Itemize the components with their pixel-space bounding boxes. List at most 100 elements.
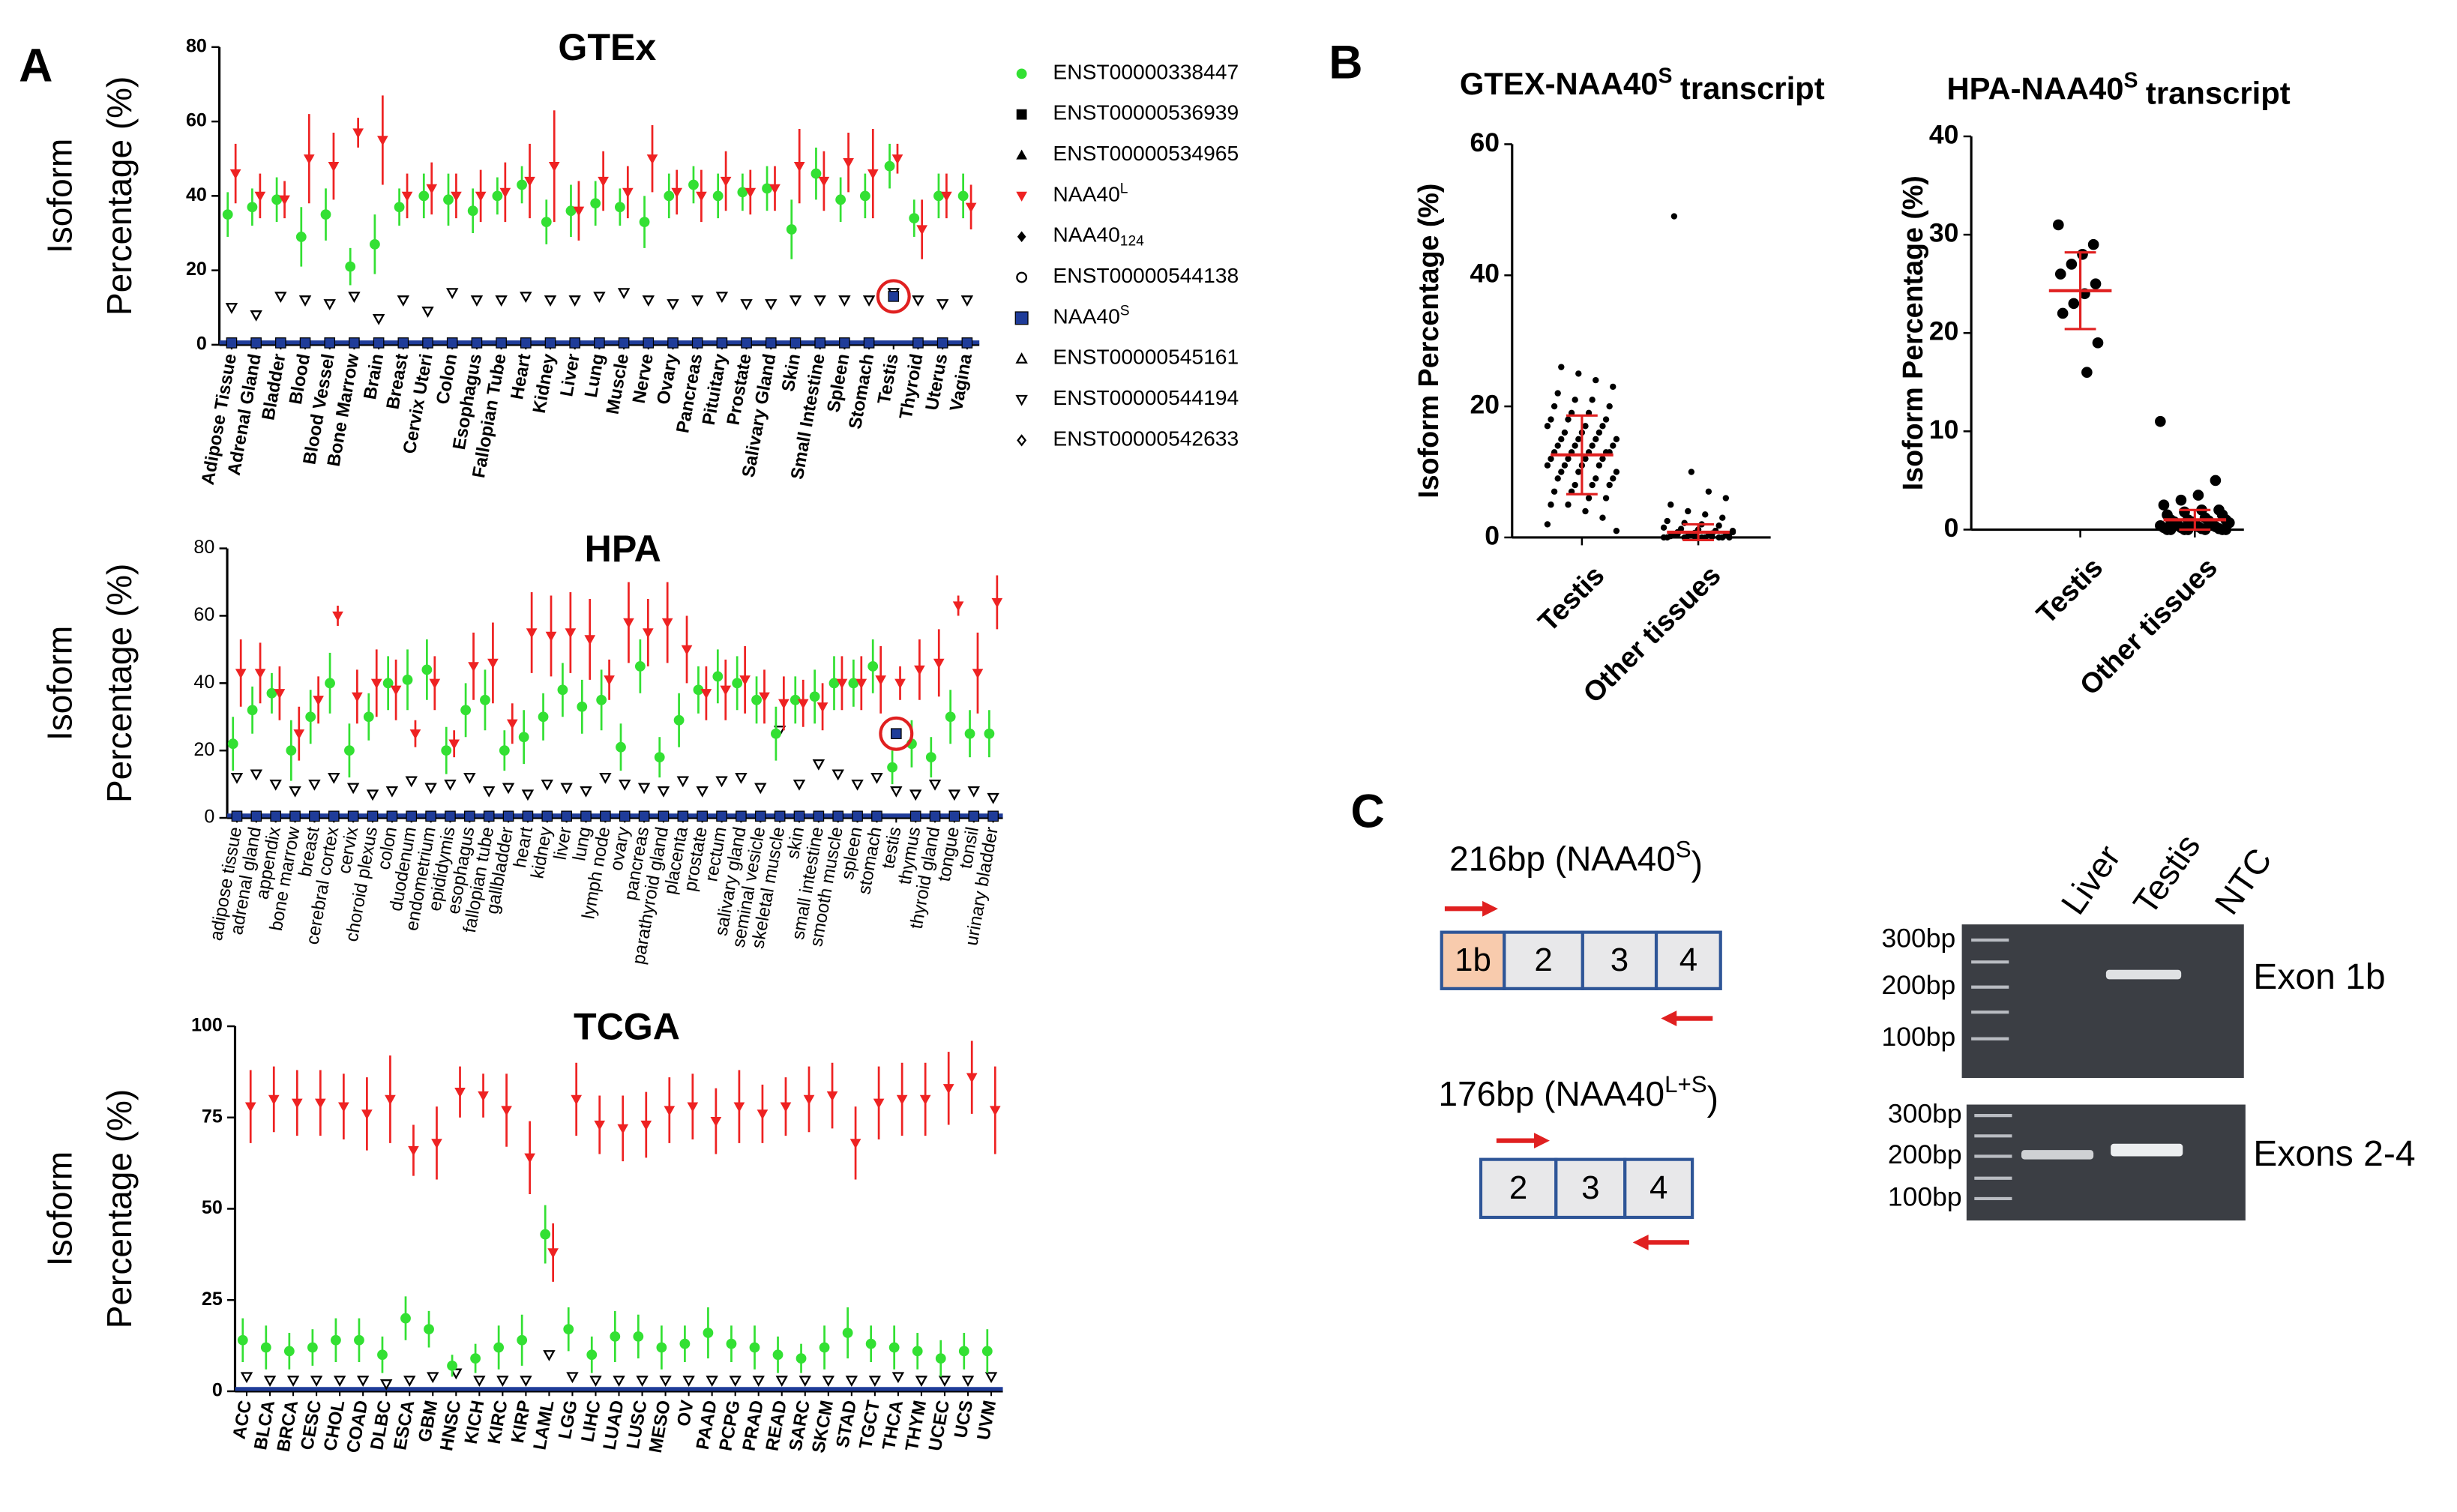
data-point <box>604 675 615 686</box>
data-point <box>286 1376 300 1387</box>
data-point <box>754 810 766 822</box>
data-point <box>700 689 712 699</box>
data-point <box>740 299 753 310</box>
data-point <box>492 190 503 202</box>
supscript: S <box>2124 68 2138 92</box>
data-point <box>991 597 1003 609</box>
data-point <box>444 779 457 791</box>
data-point <box>2158 499 2170 511</box>
legend-label: ENST00000544194 <box>1053 385 1239 409</box>
data-point <box>739 675 751 686</box>
data-point <box>227 738 238 750</box>
data-point <box>424 783 437 795</box>
data-point <box>470 1353 481 1364</box>
ladder-label: 300bp <box>1888 1099 1962 1129</box>
data-point <box>617 1124 629 1134</box>
data-point <box>451 191 462 202</box>
data-point <box>852 810 863 822</box>
data-point <box>859 190 870 202</box>
data-point <box>521 789 535 801</box>
data-point <box>422 337 433 349</box>
data-point <box>1544 521 1551 528</box>
data-point <box>305 711 316 723</box>
y-tick-label: 0 <box>212 1380 223 1401</box>
legend-label: ENST00000544138 <box>1053 263 1239 287</box>
data-point <box>1561 462 1569 469</box>
data-point <box>682 1376 695 1387</box>
y-axis-label: Isoform Percentage (%) <box>1413 184 1444 499</box>
data-point <box>406 810 418 822</box>
data-point <box>1593 436 1599 442</box>
data-point <box>1691 533 1698 540</box>
data-point <box>862 295 876 307</box>
ladder-bands <box>1971 938 2012 1200</box>
data-point <box>495 295 508 307</box>
data-point <box>577 701 588 712</box>
data-point <box>778 699 790 709</box>
data-point <box>617 288 631 300</box>
data-point <box>590 198 601 209</box>
text-part: ) <box>1707 1079 1718 1118</box>
data-point <box>418 190 430 202</box>
text-part: NAA40 <box>1053 223 1119 247</box>
y-tick-label: 60 <box>193 604 214 625</box>
data-point <box>499 745 510 756</box>
marker <box>1016 191 1027 202</box>
data-point <box>964 728 975 739</box>
data-point <box>691 295 704 307</box>
data-point <box>966 1073 978 1083</box>
data-point <box>671 187 683 198</box>
y-tick-label: 75 <box>202 1106 223 1127</box>
data-point <box>765 299 778 310</box>
data-point <box>935 1353 946 1364</box>
data-point <box>443 194 454 205</box>
x-tick-label: OV <box>673 1399 698 1428</box>
data-point <box>524 176 535 187</box>
series <box>231 728 999 822</box>
data-point <box>868 1376 882 1387</box>
text-part: ENST00000338447 <box>1053 60 1239 84</box>
exon-label: 4 <box>1649 1169 1667 1206</box>
data-point <box>429 678 441 689</box>
data-point <box>618 337 630 349</box>
data-point <box>593 292 606 304</box>
data-point <box>751 694 762 705</box>
data-point <box>235 669 247 679</box>
data-point <box>637 783 651 795</box>
data-point <box>813 810 825 822</box>
y-tick-label: 10 <box>1929 415 1959 445</box>
data-point <box>313 696 324 706</box>
data-point <box>789 295 802 307</box>
data-point <box>936 299 949 310</box>
data-point <box>226 337 238 349</box>
data-point <box>1548 416 1554 423</box>
data-point <box>269 779 282 791</box>
data-point <box>677 810 689 822</box>
primer-arrowhead <box>1661 1010 1677 1027</box>
y-tick-label: 40 <box>193 672 214 693</box>
data-point <box>563 1324 574 1335</box>
data-point <box>408 1145 419 1157</box>
highlight-ring <box>879 716 914 751</box>
data-point <box>586 1349 598 1361</box>
data-point <box>1561 429 1569 436</box>
data-point <box>967 786 980 798</box>
data-point <box>540 1229 551 1240</box>
data-point <box>568 295 581 307</box>
data-point <box>891 1372 905 1384</box>
data-point <box>909 789 922 801</box>
marker <box>1015 352 1028 364</box>
data-point <box>445 810 456 822</box>
data-point <box>732 678 743 689</box>
data-point <box>247 705 258 716</box>
data-point <box>838 295 851 307</box>
data-point <box>819 1342 830 1353</box>
data-point <box>790 337 802 349</box>
data-point <box>642 295 655 307</box>
data-point <box>842 1328 853 1338</box>
panel-label: C <box>1351 785 1385 837</box>
data-point <box>446 337 458 349</box>
data-point <box>942 1084 954 1094</box>
marker <box>1017 434 1027 447</box>
